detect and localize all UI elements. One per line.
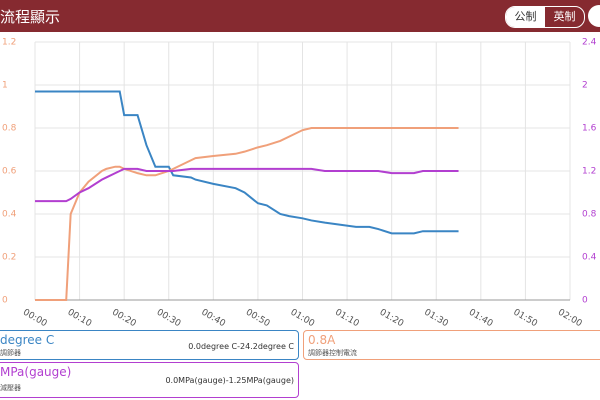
x-tick-label: 00:00 — [21, 308, 49, 327]
x-tick-label: 01:40 — [467, 308, 495, 327]
y2-tick-label: 0 — [582, 296, 588, 306]
series-label: 減壓器 — [0, 384, 21, 392]
y-tick-label: 1.2 — [2, 38, 16, 48]
series-name: degree C — [0, 333, 55, 347]
unit-toggle: 公制 英制 — [505, 6, 585, 28]
title: 流程顯示 — [0, 8, 61, 26]
series-box[interactable]: MPa(gauge) 減壓器 0.0MPa(gauge)-1.25MPa(gau… — [0, 362, 299, 398]
x-tick-label: 00:30 — [155, 308, 183, 327]
x-tick-label: 00:20 — [110, 308, 138, 327]
y-tick-label: 0 — [2, 296, 8, 306]
x-tick-label: 00:10 — [66, 308, 94, 327]
home-button[interactable] — [588, 5, 600, 27]
series-label: 調節器 — [0, 349, 21, 357]
chart: 0 0.2 0.4 0.6 0.8 1 1.2 0 0.4 0.8 1.2 1.6 2 2.4 00:00 0… — [2, 38, 597, 328]
series-range: 0.0degree C-24.2degree C — [188, 342, 294, 351]
imperial-button[interactable]: 英制 — [553, 10, 576, 23]
x-tick-label: 02:00 — [556, 308, 584, 327]
x-tick-label: 01:00 — [289, 308, 317, 327]
y-tick-label: 0.2 — [2, 253, 16, 263]
x-tick-label: 00:50 — [244, 308, 272, 327]
y-tick-label: 0.4 — [2, 210, 17, 220]
x-tick-label: 01:10 — [333, 308, 361, 327]
x-tick-label: 01:50 — [511, 308, 539, 327]
y-tick-label: 1 — [2, 81, 8, 91]
series-line — [35, 167, 459, 203]
y-tick-label: 0.6 — [2, 167, 17, 177]
x-tick-label: 00:40 — [199, 308, 227, 327]
series-label: 調節器控制電流 — [308, 349, 357, 357]
x-tick-label: 01:30 — [422, 308, 450, 327]
y-tick-label: 0.8 — [2, 124, 17, 134]
series-line — [35, 127, 459, 301]
header: 流程顯示 公制 英制 — [0, 0, 600, 32]
series-box[interactable]: degree C 調節器 0.0degree C-24.2degree C — [0, 330, 299, 360]
y2-tick-label: 2 — [582, 81, 588, 91]
y2-tick-label: 2.4 — [582, 38, 597, 48]
y2-tick-label: 1.2 — [582, 167, 596, 177]
series-box[interactable]: 0.8A 調節器控制電流 — [303, 330, 600, 360]
y2-tick-label: 1.6 — [582, 124, 597, 134]
series-range: 0.0MPa(gauge)-1.25MPa(gauge) — [165, 376, 294, 385]
series-name: 0.8A — [308, 333, 336, 347]
x-tick-label: 01:20 — [378, 308, 406, 327]
y2-tick-label: 0.8 — [582, 210, 597, 220]
metric-button[interactable]: 公制 — [506, 7, 545, 27]
series-name: MPa(gauge) — [0, 365, 72, 379]
y2-tick-label: 0.4 — [582, 253, 597, 263]
series-line — [35, 90, 459, 235]
